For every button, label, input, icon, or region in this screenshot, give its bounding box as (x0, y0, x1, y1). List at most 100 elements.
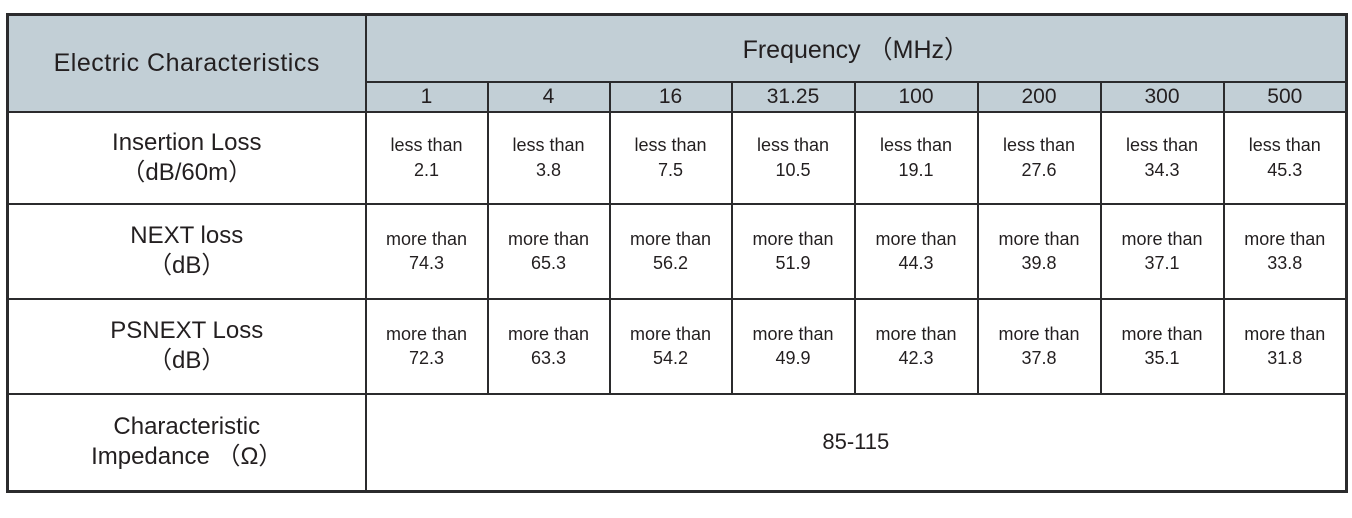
qualifier-text: more than (752, 228, 834, 249)
data-cell: more than 37.8 (976, 297, 1102, 395)
qualifier-text: more than (507, 228, 590, 249)
data-cell: less than 34.3 (1099, 110, 1225, 205)
table-row-characteristic-impedance: Characteristic Impedance （Ω） 85-115 (6, 392, 1348, 493)
data-cell: less than 27.6 (976, 110, 1102, 205)
qualifier-text: more than (507, 323, 590, 344)
data-cell: more than 44.3 (853, 202, 979, 300)
row-label-next-loss: NEXT loss （dB） (6, 202, 367, 300)
qualifier-text: more than (1244, 228, 1326, 249)
qualifier-text: more than (752, 323, 834, 344)
qualifier-text: more than (1121, 228, 1203, 249)
data-cell: more than 63.3 (486, 297, 611, 395)
qualifier-text: less than (879, 135, 953, 156)
impedance-value-cell: 85-115 (364, 392, 1348, 493)
qualifier-text: more than (1121, 323, 1203, 344)
qualifier-text: less than (634, 135, 707, 156)
value-text: 45.3 (1267, 159, 1303, 180)
frequency-value-cell: 16 (608, 80, 733, 113)
row-label-line1: Characteristic (113, 413, 261, 441)
table-row-next-loss: NEXT loss （dB） more than 74.3 more than … (6, 202, 1348, 300)
frequency-value-cell: 31.25 (730, 80, 856, 113)
frequency-value-cell: 1 (364, 80, 489, 113)
value-text: 37.1 (1144, 253, 1180, 273)
row-label-line1: NEXT loss (130, 222, 244, 249)
data-cell: less than 7.5 (608, 110, 733, 205)
table-row-insertion-loss: Insertion Loss （dB/60m） less than 2.1 le… (6, 110, 1348, 205)
data-cell: less than 45.3 (1222, 110, 1348, 205)
qualifier-text: less than (1248, 135, 1321, 156)
row-label-line2: （dB） (148, 347, 226, 374)
frequency-value-cell: 200 (976, 80, 1102, 113)
frequency-value-cell: 300 (1099, 80, 1225, 113)
value-text: 51.9 (775, 253, 811, 273)
value-text: 72.3 (408, 348, 445, 368)
row-label-psnext-loss: PSNEXT Loss （dB） (6, 297, 367, 395)
qualifier-text: less than (1125, 135, 1199, 156)
row-label-insertion-loss: Insertion Loss （dB/60m） (6, 110, 367, 205)
data-cell: more than 65.3 (486, 202, 611, 300)
frequency-header-cell: Frequency （MHz） (364, 13, 1348, 83)
data-cell: more than 39.8 (976, 202, 1102, 300)
qualifier-text: more than (629, 228, 712, 249)
value-text: 39.8 (1021, 253, 1057, 273)
data-cell: more than 54.2 (608, 297, 733, 395)
frequency-value-cell: 100 (853, 80, 979, 113)
value-text: 65.3 (530, 253, 567, 273)
qualifier-text: less than (756, 135, 830, 156)
data-cell: less than 10.5 (730, 110, 856, 205)
value-text: 54.2 (652, 348, 689, 368)
header-row-frequency-values: 1 4 16 31.25 100 200 300 500 (8, 80, 1348, 113)
value-text: 33.8 (1267, 253, 1303, 273)
qualifier-text: more than (998, 228, 1080, 249)
electric-characteristics-table: Electric Characteristics Frequency （MHz）… (6, 13, 1349, 493)
qualifier-text: less than (390, 135, 463, 156)
value-text: 56.2 (652, 253, 689, 273)
value-text: 63.3 (530, 348, 567, 368)
table-row-psnext-loss: PSNEXT Loss （dB） more than 72.3 more tha… (6, 297, 1348, 395)
row-label-line2: Impedance （Ω） (91, 443, 283, 471)
qualifier-text: more than (875, 228, 957, 249)
data-cell: more than 74.3 (364, 202, 489, 300)
data-cell: more than 31.8 (1222, 297, 1348, 395)
data-cell: more than 33.8 (1222, 202, 1348, 300)
value-text: 44.3 (898, 253, 934, 273)
qualifier-text: more than (385, 323, 468, 344)
value-text: 35.1 (1144, 348, 1180, 368)
data-cell: more than 42.3 (853, 297, 979, 395)
qualifier-text: more than (629, 323, 712, 344)
value-text: 49.9 (775, 348, 811, 368)
value-text: 37.8 (1021, 348, 1057, 368)
value-text: 2.1 (413, 159, 440, 180)
value-text: 34.3 (1144, 159, 1180, 180)
corner-header-cell: Electric Characteristics (6, 13, 367, 113)
value-text: 3.8 (535, 159, 562, 180)
qualifier-text: more than (875, 323, 957, 344)
qualifier-text: more than (1244, 323, 1326, 344)
row-label-line2: （dB） (148, 252, 226, 279)
frequency-value-cell: 4 (486, 80, 611, 113)
value-text: 74.3 (408, 253, 445, 273)
value-text: 7.5 (657, 159, 684, 180)
row-label-characteristic-impedance: Characteristic Impedance （Ω） (6, 392, 367, 493)
frequency-value-cell: 500 (1222, 80, 1348, 113)
row-label-line2: （dB/60m） (121, 158, 253, 186)
value-text: 42.3 (898, 348, 934, 368)
data-cell: more than 35.1 (1099, 297, 1225, 395)
qualifier-text: more than (385, 228, 468, 249)
data-cell: more than 51.9 (730, 202, 856, 300)
data-cell: less than 19.1 (853, 110, 979, 205)
data-cell: more than 72.3 (364, 297, 489, 395)
qualifier-text: more than (998, 323, 1080, 344)
data-cell: less than 3.8 (486, 110, 611, 205)
row-label-line1: PSNEXT Loss (110, 317, 264, 344)
value-text: 27.6 (1021, 159, 1057, 180)
value-text: 31.8 (1267, 348, 1303, 368)
value-text: 19.1 (898, 159, 934, 180)
data-cell: less than 2.1 (364, 110, 489, 205)
header-row-frequency: Electric Characteristics Frequency （MHz） (6, 13, 1348, 113)
row-label-line1: Insertion Loss (112, 128, 262, 156)
qualifier-text: less than (512, 135, 585, 156)
qualifier-text: less than (1002, 135, 1076, 156)
data-cell: more than 56.2 (608, 202, 733, 300)
value-text: 10.5 (775, 159, 811, 180)
